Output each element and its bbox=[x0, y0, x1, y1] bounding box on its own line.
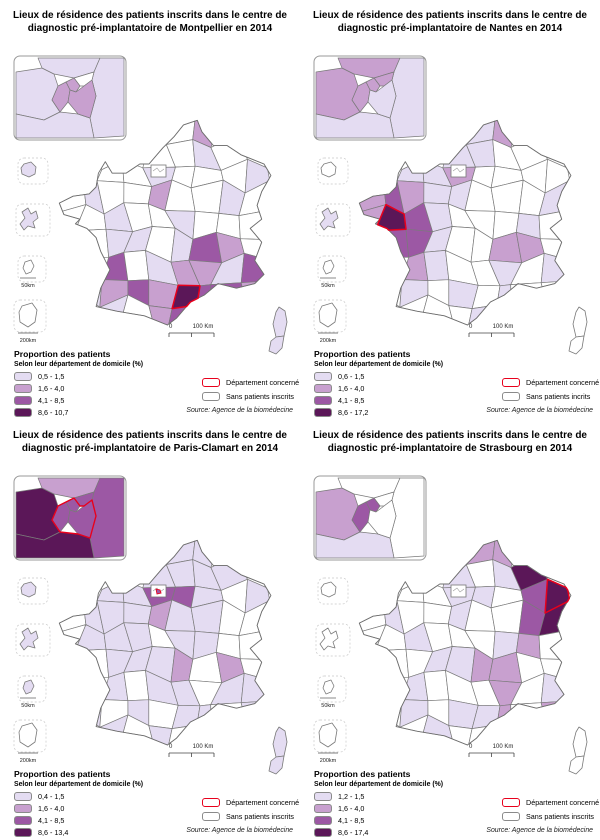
legend-title: Proportion des patients bbox=[314, 349, 411, 359]
map-title: Lieux de résidence des patients inscrits… bbox=[310, 430, 590, 455]
legend-swatch-class2 bbox=[14, 384, 32, 393]
legend-swatch-class4 bbox=[14, 408, 32, 417]
legend-swatch-class3 bbox=[314, 396, 332, 405]
legend-title: Proportion des patients bbox=[14, 769, 111, 779]
legend-class-1: 1,2 - 1,5 bbox=[314, 792, 364, 801]
legend-class-1: 0,4 - 1,5 bbox=[14, 792, 64, 801]
map-title-line1: Lieux de résidence des patients inscrits… bbox=[313, 10, 587, 21]
svg-text:200km: 200km bbox=[320, 338, 337, 344]
legend-class-2: 1,6 - 4,0 bbox=[314, 804, 364, 813]
legend-swatch-class3 bbox=[14, 396, 32, 405]
legend-swatch-none bbox=[502, 392, 520, 401]
legend-swatch-class1 bbox=[314, 372, 332, 381]
map-title: Lieux de résidence des patients inscrits… bbox=[10, 430, 290, 455]
legend-title: Proportion des patients bbox=[314, 769, 411, 779]
legend-no-patients: Sans patients incrits bbox=[502, 392, 590, 401]
legend-subtitle: Selon leur département de domicile (%) bbox=[314, 781, 444, 788]
legend-subtitle: Selon leur département de domicile (%) bbox=[14, 361, 144, 368]
legend-swatch-concerned bbox=[202, 798, 220, 807]
legend-class-1: 0,6 - 1,5 bbox=[314, 372, 364, 381]
legend-class-3: 4,1 - 8,5 bbox=[14, 396, 64, 405]
svg-text:50km: 50km bbox=[321, 283, 335, 289]
map-panel-strasbourg: Lieux de résidence des patients inscrits… bbox=[300, 420, 600, 840]
source-note: Source: Agence de la biomédecine bbox=[186, 827, 293, 834]
svg-text:50km: 50km bbox=[21, 283, 35, 289]
map-title-line2: diagnostic pré-implantatoire de Strasbou… bbox=[327, 442, 573, 454]
legend-class-4: 8,6 - 10,7 bbox=[14, 408, 68, 417]
legend-swatch-concerned bbox=[502, 378, 520, 387]
legend-class-3: 4,1 - 8,5 bbox=[14, 816, 64, 825]
legend-concerned: Département concerné bbox=[502, 798, 599, 807]
legend-no-patients: Sans patients inscrits bbox=[502, 812, 594, 821]
legend-class-1: 0,5 - 1,5 bbox=[14, 372, 64, 381]
map-title: Lieux de résidence des patients inscrits… bbox=[10, 10, 290, 35]
svg-text:200km: 200km bbox=[20, 758, 37, 764]
legend-no-patients: Sans patients inscrits bbox=[202, 812, 294, 821]
legend-swatch-class2 bbox=[314, 804, 332, 813]
france-choropleth-map: 50km 200km 0 100 Km bbox=[13, 55, 288, 355]
legend-swatch-class1 bbox=[14, 372, 32, 381]
map-title: Lieux de résidence des patients inscrits… bbox=[310, 10, 590, 35]
map-title-line2: diagnostic pré-implantatoire de Paris-Cl… bbox=[21, 442, 279, 454]
legend-concerned: Département concerné bbox=[502, 378, 599, 387]
legend-class-3: 4,1 - 8,5 bbox=[314, 396, 364, 405]
source-note: Source: Agence de la biomédecine bbox=[486, 407, 593, 414]
legend-class-4: 8,6 - 17,2 bbox=[314, 408, 368, 417]
legend-swatch-none bbox=[502, 812, 520, 821]
legend-class-2: 1,6 - 4,0 bbox=[14, 384, 64, 393]
map-title-line2: diagnostic pré-implantatoire de Montpell… bbox=[27, 22, 273, 34]
legend-subtitle: Selon leur département de domicile (%) bbox=[314, 361, 444, 368]
svg-text:200km: 200km bbox=[20, 338, 37, 344]
legend-swatch-class3 bbox=[314, 816, 332, 825]
legend-class-2: 1,6 - 4,0 bbox=[14, 804, 64, 813]
source-note: Source: Agence de la biomédecine bbox=[486, 827, 593, 834]
svg-text:100 Km: 100 Km bbox=[493, 324, 514, 330]
legend-swatch-class3 bbox=[14, 816, 32, 825]
svg-text:50km: 50km bbox=[321, 703, 335, 709]
map-title-line2: diagnostic pré-implantatoire de Nantes e… bbox=[337, 22, 563, 34]
legend-class-2: 1,6 - 4,0 bbox=[314, 384, 364, 393]
legend-swatch-class4 bbox=[314, 408, 332, 417]
source-note: Source: Agence de la biomédecine bbox=[186, 407, 293, 414]
legend-swatch-none bbox=[202, 812, 220, 821]
france-choropleth-map: 50km 200km 0 100 Km bbox=[13, 475, 288, 775]
france-choropleth-map: 50km 200km 0 100 Km bbox=[313, 55, 588, 355]
svg-text:200km: 200km bbox=[320, 758, 337, 764]
legend-title: Proportion des patients bbox=[14, 349, 111, 359]
svg-text:0: 0 bbox=[469, 744, 473, 750]
legend-swatch-class4 bbox=[14, 828, 32, 837]
svg-text:50km: 50km bbox=[21, 703, 35, 709]
legend-swatch-class1 bbox=[14, 792, 32, 801]
legend-no-patients: Sans patients inscrits bbox=[202, 392, 294, 401]
svg-text:0: 0 bbox=[169, 744, 173, 750]
svg-text:100 Km: 100 Km bbox=[493, 744, 514, 750]
legend-swatch-none bbox=[202, 392, 220, 401]
legend-swatch-class2 bbox=[14, 804, 32, 813]
svg-text:0: 0 bbox=[169, 324, 173, 330]
svg-text:100 Km: 100 Km bbox=[193, 744, 214, 750]
legend-swatch-concerned bbox=[202, 378, 220, 387]
france-choropleth-map: 50km 200km 0 100 Km bbox=[313, 475, 588, 775]
legend-concerned: Département concerné bbox=[202, 798, 299, 807]
legend-class-4: 8,6 - 17,4 bbox=[314, 828, 368, 837]
map-panel-paris-clamart: Lieux de résidence des patients inscrits… bbox=[0, 420, 300, 840]
legend-class-4: 8,6 - 13,4 bbox=[14, 828, 68, 837]
legend-swatch-class4 bbox=[314, 828, 332, 837]
map-title-line1: Lieux de résidence des patients inscrits… bbox=[13, 430, 287, 441]
map-panel-nantes: Lieux de résidence des patients inscrits… bbox=[300, 0, 600, 420]
svg-text:0: 0 bbox=[469, 324, 473, 330]
legend-subtitle: Selon leur département de domicile (%) bbox=[14, 781, 144, 788]
legend-swatch-concerned bbox=[502, 798, 520, 807]
map-title-line1: Lieux de résidence des patients inscrits… bbox=[313, 430, 587, 441]
legend-swatch-class1 bbox=[314, 792, 332, 801]
legend-class-3: 4,1 - 8,5 bbox=[314, 816, 364, 825]
svg-text:100 Km: 100 Km bbox=[193, 324, 214, 330]
legend-swatch-class2 bbox=[314, 384, 332, 393]
legend-concerned: Département concerné bbox=[202, 378, 299, 387]
map-title-line1: Lieux de résidence des patients inscrits… bbox=[13, 10, 287, 21]
map-panel-montpellier: Lieux de résidence des patients inscrits… bbox=[0, 0, 300, 420]
